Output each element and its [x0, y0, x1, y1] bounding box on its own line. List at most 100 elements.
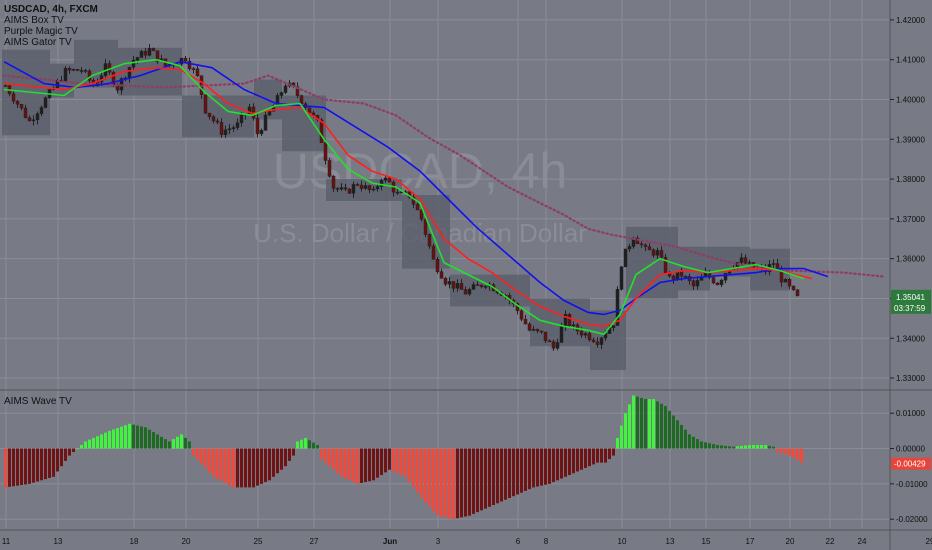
candle-down [651, 249, 656, 256]
wave-bar-negative [44, 448, 47, 480]
wave-bar-positive [112, 429, 115, 449]
wave-bar-negative [508, 448, 511, 498]
candle-down [255, 117, 260, 135]
wave-bar-negative [192, 448, 195, 456]
wave-bar-negative [444, 448, 447, 518]
countdown-label: 03:37:59 [894, 304, 926, 313]
wave-bar-negative [196, 448, 199, 460]
time-tick-label: 3 [436, 537, 441, 546]
wave-bar-negative [576, 448, 579, 472]
price-tick-label: 1.37000 [896, 215, 925, 224]
wave-bar-positive [180, 434, 183, 449]
wave-bar-negative [472, 448, 475, 514]
wave-bar-positive [744, 445, 747, 449]
candle-up [139, 50, 144, 58]
time-tick-label: 6 [516, 537, 521, 546]
wave-bar-negative [608, 448, 611, 460]
wave-bar-negative [452, 448, 455, 520]
wave-bar-negative [492, 448, 495, 506]
wave-bar-negative [252, 448, 255, 488]
candle-down [203, 94, 208, 114]
candle-down [679, 271, 684, 277]
wave-bar-positive [672, 415, 675, 449]
wave-bar-negative [288, 448, 291, 461]
wave-tick-label: 0.01000 [896, 409, 925, 418]
candle-down [443, 278, 448, 285]
candle-down [459, 283, 464, 290]
candle-down [451, 281, 456, 289]
wave-bar-negative [348, 448, 351, 481]
wave-bar-negative [460, 448, 463, 518]
wave-bar-negative [340, 448, 343, 477]
wave-bar-positive [648, 399, 651, 449]
candle-up [447, 281, 452, 285]
wave-bar-negative [60, 448, 63, 467]
candle-down [775, 263, 780, 270]
wave-bar-negative [256, 448, 259, 486]
wave-bar-positive [680, 424, 683, 449]
candle-up [267, 110, 272, 116]
wave-bar-positive [176, 436, 179, 449]
price-tick-label: 1.40000 [896, 95, 925, 104]
candle-up [771, 263, 776, 265]
candle-down [187, 60, 192, 69]
time-tick-label: 27 [310, 537, 319, 546]
wave-bar-negative [468, 448, 471, 516]
wave-bar-negative [572, 448, 575, 474]
candle-down [15, 100, 20, 105]
wave-bar-positive [136, 425, 139, 449]
wave-bar-negative [220, 448, 223, 482]
wave-bar-negative [540, 448, 543, 486]
candle-down [335, 188, 340, 190]
candle-up [747, 262, 752, 264]
wave-bar-positive [756, 444, 759, 449]
wave-bar-negative [488, 448, 491, 507]
candle-down [211, 116, 216, 122]
wave-bar-negative [552, 448, 555, 483]
candle-up [375, 186, 380, 190]
candle-up [279, 92, 284, 96]
wave-bar-negative [592, 448, 595, 465]
wave-bar-positive [312, 442, 315, 449]
chart-title: USDCAD, 4h, FXCM [4, 4, 98, 15]
indicator-label-gator: AIMS Gator TV [4, 37, 72, 48]
wave-bar-negative [56, 448, 59, 472]
wave-bar-positive [296, 441, 299, 449]
wave-bar-negative [52, 448, 55, 477]
wave-bar-negative [416, 448, 419, 493]
wave-bar-positive [124, 425, 127, 449]
wave-bar-negative [384, 448, 387, 473]
wave-bar-positive [628, 404, 631, 449]
candle-down [435, 258, 440, 272]
candle-down [427, 234, 432, 247]
candle-down [27, 117, 32, 122]
wave-bar-positive [668, 410, 671, 449]
wave-bar-negative [388, 448, 391, 470]
wave-bar-positive [764, 444, 767, 449]
wave-bar-positive [704, 442, 707, 449]
wave-bar-positive [128, 423, 131, 449]
wave-bar-negative [32, 448, 35, 483]
wave-bar-negative [268, 448, 271, 481]
wave-bar-negative [272, 448, 275, 477]
candle-up [339, 187, 344, 190]
wave-bar-negative [68, 448, 71, 456]
wave-last-label: -0.00429 [894, 460, 926, 469]
candle-up [259, 130, 264, 135]
price-tick-label: 1.33000 [896, 374, 925, 383]
candle-down [83, 70, 88, 72]
wave-bar-negative [580, 448, 583, 470]
wave-bar-negative [428, 448, 431, 507]
candle-up [379, 180, 384, 187]
wave-bar-negative [548, 448, 551, 484]
wave-bar-positive [700, 441, 703, 449]
main-legend: USDCAD, 4h, FXCM AIMS Box TV Purple Magi… [4, 4, 98, 48]
wave-bar-negative [596, 448, 599, 463]
wave-legend: AIMS Wave TV [4, 396, 72, 407]
wave-bar-negative [344, 448, 347, 479]
wave-bar-negative [72, 448, 75, 453]
time-tick-label: 8 [544, 537, 549, 546]
candle-down [791, 285, 796, 291]
wave-bar-negative [236, 448, 239, 488]
